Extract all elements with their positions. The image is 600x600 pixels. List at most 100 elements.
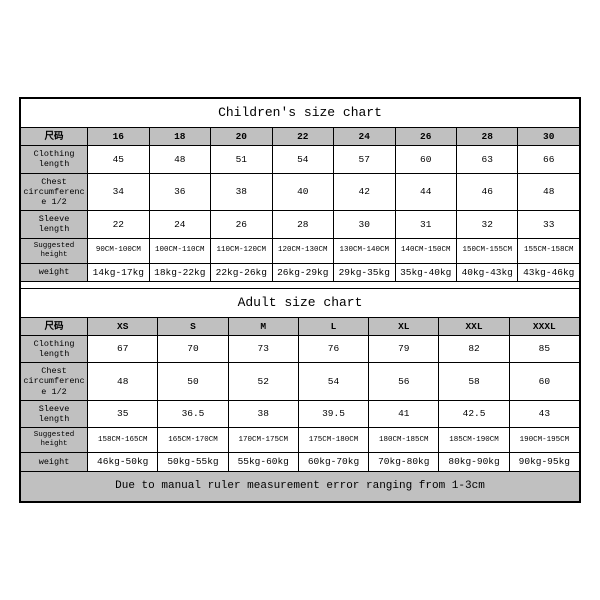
children-row-1-col-6: 46	[456, 173, 517, 211]
children-row-0-col-6: 63	[456, 146, 517, 173]
children-row-2-label: Sleeve length	[21, 211, 88, 238]
size-chart-container: Children's size chart 尺码 16 18 20 22 24 …	[19, 97, 581, 503]
children-row-0-col-5: 60	[395, 146, 456, 173]
adult-row-2-col-5: 42.5	[439, 400, 509, 427]
children-row-3-col-6: 150CM-155CM	[456, 238, 517, 263]
children-row-4: weight14kg-17kg18kg-22kg22kg-26kg26kg-29…	[21, 263, 580, 281]
children-row-2: Sleeve length2224262830313233	[21, 211, 580, 238]
children-size-6: 28	[456, 127, 517, 145]
children-row-2-col-3: 28	[272, 211, 333, 238]
adult-row-1-col-1: 50	[158, 363, 228, 401]
adult-row-2-col-1: 36.5	[158, 400, 228, 427]
adult-row-3: Suggested height158CM-165CM165CM-170CM17…	[21, 428, 580, 453]
children-row-0-label: Clothing length	[21, 146, 88, 173]
adult-size-4: XL	[369, 317, 439, 335]
children-row-0-col-4: 57	[334, 146, 395, 173]
adult-row-1-col-4: 56	[369, 363, 439, 401]
children-row-1-col-5: 44	[395, 173, 456, 211]
adult-row-3-col-0: 158CM-165CM	[88, 428, 158, 453]
adult-size-label: 尺码	[21, 317, 88, 335]
adult-row-3-col-4: 180CM-185CM	[369, 428, 439, 453]
children-row-1-col-0: 34	[88, 173, 149, 211]
adult-size-table: Adult size chart 尺码 XS S M L XL XXL XXXL…	[20, 282, 580, 502]
adult-row-4-col-1: 50kg-55kg	[158, 453, 228, 471]
children-row-0-col-2: 51	[211, 146, 272, 173]
adult-row-1-col-3: 54	[298, 363, 368, 401]
adult-title-row: Adult size chart	[21, 288, 580, 317]
children-header-row: 尺码 16 18 20 22 24 26 28 30	[21, 127, 580, 145]
children-row-2-col-0: 22	[88, 211, 149, 238]
children-row-3-col-1: 100CM-110CM	[149, 238, 210, 263]
children-row-2-col-2: 26	[211, 211, 272, 238]
children-row-1-col-2: 38	[211, 173, 272, 211]
adult-size-2: M	[228, 317, 298, 335]
adult-row-0-col-6: 85	[509, 335, 579, 362]
children-row-1: Chest circumference 1/23436384042444648	[21, 173, 580, 211]
adult-size-6: XXXL	[509, 317, 579, 335]
children-size-table: Children's size chart 尺码 16 18 20 22 24 …	[20, 98, 580, 282]
children-size-0: 16	[88, 127, 149, 145]
adult-row-1-col-2: 52	[228, 363, 298, 401]
adult-row-0-col-1: 70	[158, 335, 228, 362]
adult-row-3-col-2: 170CM-175CM	[228, 428, 298, 453]
adult-row-1: Chest circumference 1/248505254565860	[21, 363, 580, 401]
children-row-4-col-4: 29kg-35kg	[334, 263, 395, 281]
children-row-4-col-7: 43kg-46kg	[518, 263, 580, 281]
adult-row-3-col-5: 185CM-190CM	[439, 428, 509, 453]
children-row-1-label: Chest circumference 1/2	[21, 173, 88, 211]
adult-row-2-col-3: 39.5	[298, 400, 368, 427]
measurement-note-row: Due to manual ruler measurement error ra…	[21, 471, 580, 501]
children-row-3: Suggested height90CM-100CM100CM-110CM110…	[21, 238, 580, 263]
children-size-5: 26	[395, 127, 456, 145]
children-size-3: 22	[272, 127, 333, 145]
adult-row-4-col-6: 90kg-95kg	[509, 453, 579, 471]
children-row-4-label: weight	[21, 263, 88, 281]
adult-row-3-col-6: 190CM-195CM	[509, 428, 579, 453]
measurement-note: Due to manual ruler measurement error ra…	[21, 471, 580, 501]
adult-row-0-col-4: 79	[369, 335, 439, 362]
adult-row-1-label: Chest circumference 1/2	[21, 363, 88, 401]
children-row-3-col-0: 90CM-100CM	[88, 238, 149, 263]
adult-title: Adult size chart	[21, 288, 580, 317]
adult-row-3-label: Suggested height	[21, 428, 88, 453]
adult-row-1-col-6: 60	[509, 363, 579, 401]
adult-header-row: 尺码 XS S M L XL XXL XXXL	[21, 317, 580, 335]
children-row-4-col-2: 22kg-26kg	[211, 263, 272, 281]
children-row-3-col-2: 110CM-120CM	[211, 238, 272, 263]
adult-row-2-col-6: 43	[509, 400, 579, 427]
children-title-row: Children's size chart	[21, 99, 580, 128]
children-row-4-col-6: 40kg-43kg	[456, 263, 517, 281]
children-size-label: 尺码	[21, 127, 88, 145]
children-row-3-col-7: 155CM-158CM	[518, 238, 580, 263]
adult-row-4-col-4: 70kg-80kg	[369, 453, 439, 471]
children-row-2-col-6: 32	[456, 211, 517, 238]
children-size-1: 18	[149, 127, 210, 145]
adult-row-2-col-0: 35	[88, 400, 158, 427]
adult-row-2: Sleeve length3536.53839.54142.543	[21, 400, 580, 427]
children-row-0-col-1: 48	[149, 146, 210, 173]
children-row-2-col-4: 30	[334, 211, 395, 238]
adult-row-3-col-1: 165CM-170CM	[158, 428, 228, 453]
adult-row-0-col-0: 67	[88, 335, 158, 362]
adult-row-2-col-2: 38	[228, 400, 298, 427]
children-size-4: 24	[334, 127, 395, 145]
adult-row-4-col-2: 55kg-60kg	[228, 453, 298, 471]
adult-row-0-col-2: 73	[228, 335, 298, 362]
adult-row-3-col-3: 175CM-180CM	[298, 428, 368, 453]
adult-row-0-col-5: 82	[439, 335, 509, 362]
children-row-0-col-3: 54	[272, 146, 333, 173]
adult-row-4-label: weight	[21, 453, 88, 471]
children-row-0-col-0: 45	[88, 146, 149, 173]
children-row-4-col-0: 14kg-17kg	[88, 263, 149, 281]
children-row-1-col-4: 42	[334, 173, 395, 211]
children-row-1-col-7: 48	[518, 173, 580, 211]
children-size-2: 20	[211, 127, 272, 145]
children-row-2-col-1: 24	[149, 211, 210, 238]
adult-row-4-col-5: 80kg-90kg	[439, 453, 509, 471]
children-title: Children's size chart	[21, 99, 580, 128]
adult-row-0: Clothing length67707376798285	[21, 335, 580, 362]
adult-row-2-label: Sleeve length	[21, 400, 88, 427]
children-row-3-col-5: 140CM-150CM	[395, 238, 456, 263]
children-row-4-col-1: 18kg-22kg	[149, 263, 210, 281]
children-row-1-col-3: 40	[272, 173, 333, 211]
